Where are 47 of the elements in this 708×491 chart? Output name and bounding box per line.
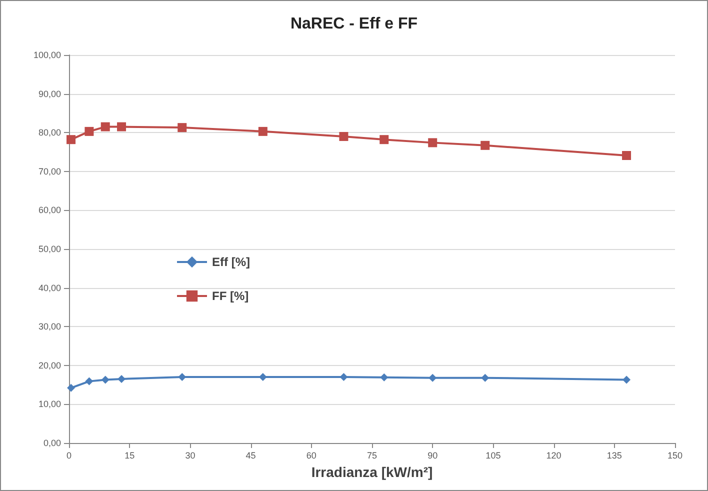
y-tick-label: 30,00 <box>38 322 61 332</box>
x-tick-label: 75 <box>366 450 378 460</box>
point <box>178 373 186 382</box>
y-tick-label: 0,00 <box>43 438 61 448</box>
point <box>117 122 126 132</box>
x-axis-title: Irradianza [kW/m²] <box>311 464 433 480</box>
point <box>178 123 187 132</box>
y-tick-label: 40,00 <box>38 282 61 293</box>
x-tick-label: 30 <box>185 450 196 460</box>
point <box>428 374 437 382</box>
point <box>622 376 631 384</box>
y-tick-label: 70,00 <box>38 166 61 176</box>
point <box>340 373 348 382</box>
point <box>622 150 632 160</box>
x-tick-label: 15 <box>124 450 135 460</box>
y-tick-label: 10,00 <box>38 399 61 410</box>
point <box>101 376 110 384</box>
chart-title: NaREC - Eff e FF <box>290 16 418 32</box>
y-tick-label: 90,00 <box>38 88 61 99</box>
x-tick-label: 60 <box>306 450 316 460</box>
point <box>118 374 126 383</box>
point <box>258 126 268 136</box>
point <box>481 374 490 382</box>
point <box>480 140 490 150</box>
point <box>84 126 94 136</box>
y-tick-label: 100,00 <box>33 50 61 60</box>
y-tick-label: 50,00 <box>38 244 61 254</box>
point <box>66 135 76 144</box>
x-tick-label: 135 <box>606 450 622 460</box>
y-tick-label: 20,00 <box>38 360 61 370</box>
x-tick-label: 120 <box>546 450 562 460</box>
x-tick-label: 150 <box>667 450 683 460</box>
x-tick-label: 45 <box>246 450 256 460</box>
x-tick-label: 0 <box>66 450 72 460</box>
point <box>380 135 389 144</box>
point <box>428 138 438 148</box>
point <box>67 384 76 392</box>
point <box>380 373 388 382</box>
point <box>100 122 110 132</box>
legend-label: FF [%] <box>212 289 249 303</box>
y-tick-label: 60,00 <box>38 205 61 216</box>
y-tick-label: 80,00 <box>38 128 61 138</box>
point <box>85 377 94 386</box>
legend-label: Eff [%] <box>212 255 250 269</box>
x-tick-label: 105 <box>486 450 501 460</box>
point <box>339 132 348 141</box>
x-tick-label: 90 <box>428 450 438 460</box>
